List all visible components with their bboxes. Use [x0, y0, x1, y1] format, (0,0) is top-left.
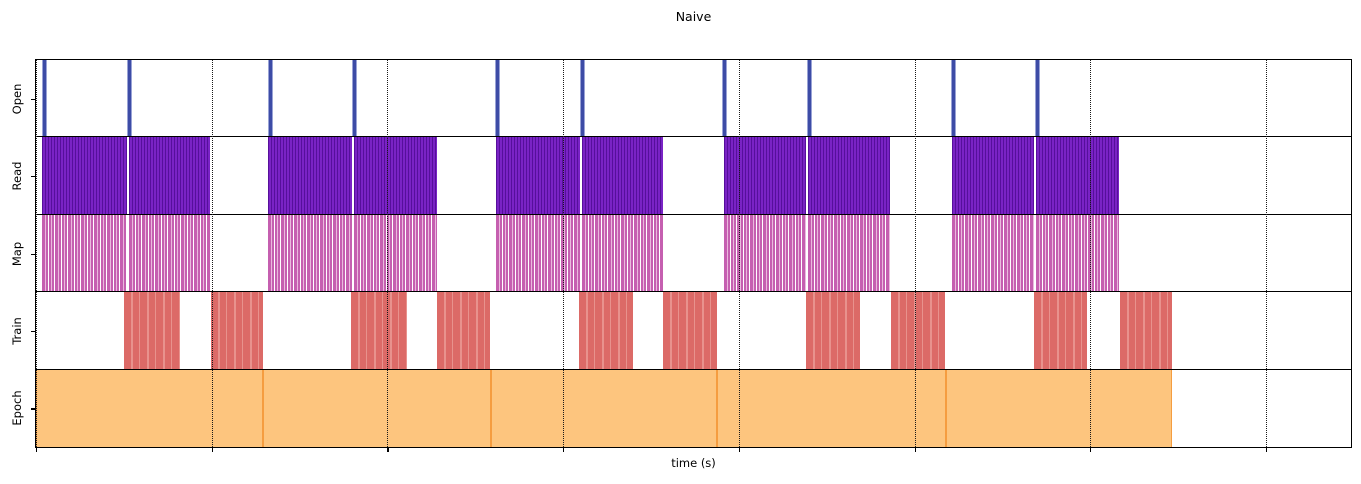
open-spike [127, 60, 132, 137]
epoch-bar [491, 369, 717, 447]
open-spike [495, 60, 500, 137]
open-spike [807, 60, 812, 137]
open-spike [580, 60, 585, 137]
read-bar [724, 137, 806, 214]
map-bar [952, 214, 1034, 292]
train-bar [1120, 292, 1172, 369]
map-bar [129, 214, 210, 292]
open-spike [268, 60, 273, 137]
y-tick [31, 408, 35, 410]
row-map [36, 214, 1351, 293]
gridline [563, 60, 565, 447]
x-tick [211, 448, 213, 452]
map-bar [42, 214, 127, 292]
row-train [36, 292, 1351, 370]
map-bar [354, 214, 437, 292]
train-bar [351, 292, 407, 369]
y-tick [31, 98, 35, 100]
gridline [1265, 60, 1267, 447]
read-bar [268, 137, 352, 214]
row-read [36, 137, 1351, 215]
map-bar [496, 214, 580, 292]
read-bar [42, 137, 127, 214]
train-bar [806, 292, 860, 369]
gridline [387, 60, 389, 447]
x-tick [563, 448, 565, 452]
open-spike [352, 60, 357, 137]
open-spike [42, 60, 47, 137]
x-tick [1090, 448, 1092, 452]
epoch-bar [263, 369, 491, 447]
gridline [1090, 60, 1092, 447]
y-tick [31, 330, 35, 333]
epoch-bar [36, 369, 263, 447]
x-tick [36, 448, 38, 452]
y-tick [31, 253, 35, 255]
row-label-open: Open [10, 83, 24, 115]
train-bar [1034, 292, 1087, 369]
chart-title: Naive [675, 9, 712, 24]
row-label-map: Map [10, 241, 24, 266]
read-bar [496, 137, 580, 214]
row-open [36, 60, 1351, 138]
read-bar [582, 137, 663, 214]
y-tick [31, 176, 35, 178]
map-bar [268, 214, 352, 292]
open-spike [1035, 60, 1040, 137]
train-bar [124, 292, 180, 369]
map-bar [1036, 214, 1119, 292]
read-bar [129, 137, 210, 214]
train-bar [663, 292, 717, 369]
map-bar [582, 214, 663, 292]
x-axis-label: time (s) [671, 456, 716, 470]
gridline [914, 60, 916, 447]
x-tick [1265, 448, 1268, 452]
map-bar [724, 214, 806, 292]
row-epoch [36, 369, 1351, 447]
gridline [738, 60, 740, 447]
epoch-bar [717, 369, 946, 447]
train-bar [891, 292, 945, 369]
train-bar [579, 292, 633, 369]
open-spike [951, 60, 956, 137]
x-tick [738, 448, 741, 452]
gridline [36, 60, 37, 447]
plot-area [35, 59, 1352, 448]
train-bar [211, 292, 263, 369]
open-spike [722, 60, 727, 137]
read-bar [1036, 137, 1119, 214]
read-bar [808, 137, 890, 214]
x-tick [387, 448, 389, 452]
read-bar [354, 137, 437, 214]
row-label-train: Train [10, 317, 24, 345]
gridline [211, 60, 213, 447]
x-tick [914, 448, 916, 452]
row-label-read: Read [10, 161, 24, 191]
read-bar [952, 137, 1034, 214]
train-bar [437, 292, 490, 369]
epoch-bar [946, 369, 1172, 447]
row-label-epoch: Epoch [10, 390, 24, 426]
map-bar [808, 214, 890, 292]
